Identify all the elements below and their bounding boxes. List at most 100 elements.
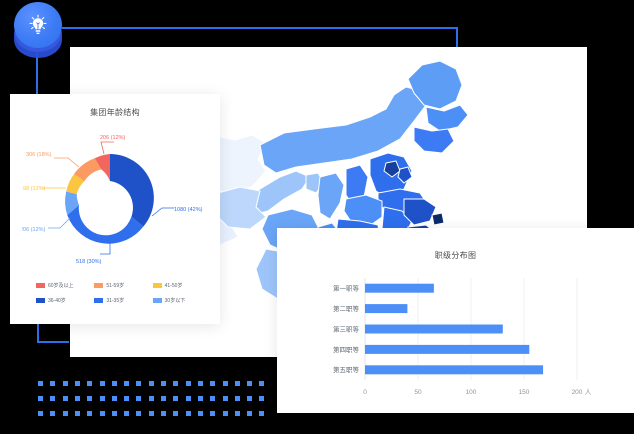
grid-dot [173, 396, 179, 401]
donut-label-31-35: 518 (30%) [76, 259, 102, 265]
x-axis-tick-label: 200 [572, 389, 583, 396]
grid-dot [136, 381, 142, 386]
grid-dot [148, 396, 154, 401]
legend-swatch-icon [36, 298, 45, 303]
grid-dot [173, 411, 179, 416]
grid-dot [161, 411, 166, 416]
grid-dot [185, 411, 191, 416]
legend-label: 30岁以下 [164, 298, 186, 304]
grid-dot [197, 396, 203, 401]
grid-dot [124, 381, 130, 386]
grid-dot [99, 411, 105, 416]
legend-swatch-icon [152, 283, 162, 288]
grid-dot [148, 411, 154, 416]
bar[interactable] [365, 344, 530, 354]
grid-dot [50, 411, 56, 416]
donut-slice-60-plus[interactable] [94, 154, 110, 181]
grid-dot [111, 381, 117, 386]
grid-dot [74, 411, 80, 416]
grid-dot [161, 396, 166, 401]
grid-dot [222, 396, 228, 401]
grid-dot [247, 396, 253, 401]
legend-item-31-35[interactable]: 31-35岁 [94, 297, 152, 304]
grid-dot [173, 381, 179, 386]
bar[interactable] [365, 304, 408, 314]
donut-slice-31-35[interactable] [67, 204, 144, 244]
x-axis-unit-label: 人 [585, 388, 592, 396]
donut-legend: 60岁及以上 51-59岁 41-50岁 36-40岁 31-35岁 30岁以下 [36, 282, 211, 304]
legend-swatch-icon [94, 283, 104, 288]
grid-dot [185, 381, 191, 386]
x-axis-tick-label: 50 [414, 389, 422, 396]
legend-label: 51-59岁 [106, 283, 125, 289]
legend-item-under-30[interactable]: 30岁以下 [152, 297, 211, 304]
bar[interactable] [365, 283, 434, 293]
grid-dot [210, 381, 216, 386]
grid-dot [111, 396, 117, 401]
donut-slice-under-30[interactable] [65, 191, 79, 216]
legend-swatch-icon [36, 283, 45, 288]
grid-dot [136, 396, 142, 401]
grid-dot [197, 381, 203, 386]
frame-line-right [456, 27, 458, 50]
bar[interactable] [365, 324, 503, 334]
grid-dot [259, 381, 265, 386]
grid-dot [38, 396, 43, 401]
rank-distribution-card: 职级分布图 第一职等 第二职等 第三职等 第四职等 第五职等 0 50 100 150 200 人 [277, 228, 634, 413]
grid-dot [247, 381, 253, 386]
grid-dot [124, 411, 130, 416]
donut-label-41-50: 198 (12%) [22, 186, 46, 192]
decorative-dot-grid [38, 381, 270, 425]
grid-dot [87, 396, 93, 401]
bar-category-label: 第四职等 [333, 345, 360, 354]
donut-slices [65, 154, 154, 244]
badge-connector-line [36, 50, 38, 94]
frame-line-top [62, 27, 458, 29]
grid-dot [50, 381, 56, 386]
grid-dot [99, 381, 105, 386]
lightbulb-icon [29, 14, 47, 34]
bulb-screw [36, 32, 40, 34]
donut-label-60-plus: 206 (12%) [100, 135, 126, 141]
bar-chart-area: 第一职等 第二职等 第三职等 第四职等 第五职等 0 50 100 150 200 人 [277, 272, 634, 412]
donut-label-36-40: 1080 (42%) [174, 207, 203, 213]
badge-disc [14, 2, 62, 48]
legend-item-36-40[interactable]: 36-40岁 [36, 297, 94, 304]
legend-item-51-59[interactable]: 51-59岁 [94, 282, 152, 289]
bulb-base-band [35, 30, 41, 32]
grid-dot [259, 396, 265, 401]
lightbulb-badge [12, 2, 64, 62]
grid-dot [210, 411, 216, 416]
grid-dot [197, 411, 203, 416]
grid-dot [111, 411, 117, 416]
legend-item-60-plus[interactable]: 60岁及以上 [36, 282, 94, 289]
age-donut-chart[interactable]: 206 (12%) 306 (18%) 198 (12%) 206 (12%) … [22, 120, 208, 288]
grid-dot [38, 381, 43, 386]
grid-dot [62, 396, 68, 401]
grid-dot [74, 396, 80, 401]
legend-item-41-50[interactable]: 41-50岁 [152, 282, 211, 289]
bar[interactable] [365, 365, 544, 375]
bar-chart-title: 职级分布图 [434, 251, 477, 260]
grid-dot [38, 411, 43, 416]
donut-slice-41-50[interactable] [66, 174, 85, 195]
bar-category-label: 第三职等 [333, 324, 360, 333]
x-axis-tick-label: 150 [519, 389, 530, 396]
bar-category-label: 第一职等 [333, 284, 360, 293]
donut-slice-51-59[interactable] [73, 158, 102, 182]
grid-dot [136, 411, 142, 416]
donut-slice-36-40[interactable] [110, 154, 154, 227]
grid-dot [161, 381, 166, 386]
grid-dot [185, 396, 191, 401]
grid-dot [62, 381, 68, 386]
grid-dot [74, 381, 80, 386]
grid-dot [234, 381, 240, 386]
legend-swatch-icon [94, 298, 104, 303]
grid-dot [234, 396, 240, 401]
donut-chart-title: 集团年龄结构 [90, 108, 140, 117]
bar-series [365, 283, 544, 375]
x-axis-tick-label: 0 [363, 389, 367, 396]
